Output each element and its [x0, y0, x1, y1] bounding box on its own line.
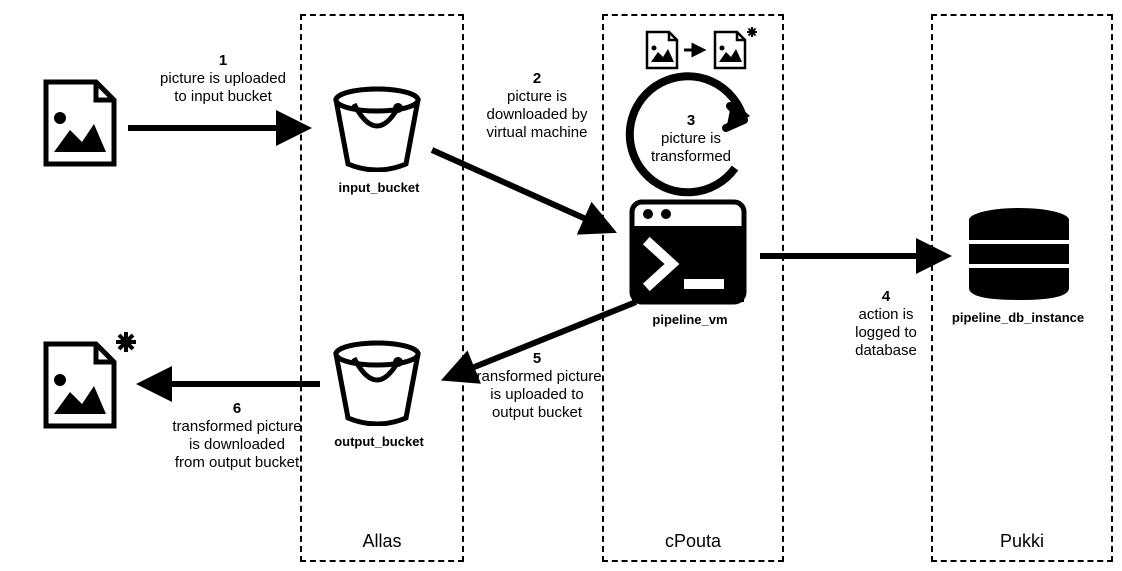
step-5-text: transformed picture is uploaded to outpu…: [472, 368, 601, 421]
bucket-icon: [328, 82, 426, 172]
database-icon: [964, 206, 1074, 304]
group-allas-label: Allas: [302, 531, 462, 552]
step-5-label: 5 transformed picture is uploaded to out…: [472, 350, 602, 422]
terminal-icon: [628, 198, 748, 306]
step-1-label: 1 picture is uploaded to input bucket: [158, 52, 288, 106]
diagram-canvas: Allas cPouta Pukki input_bucket: [0, 0, 1122, 571]
bucket-icon: [328, 336, 426, 426]
step-6-label: 6 transformed picture is downloaded from…: [172, 400, 302, 472]
step-2-num: 2: [472, 70, 602, 88]
step-1-num: 1: [158, 52, 288, 70]
group-pukki-label: Pukki: [933, 531, 1111, 552]
step-3-label: 3 picture is transformed: [636, 112, 746, 166]
step-4-text: action is logged to database: [855, 306, 917, 359]
step-3-text: picture is transformed: [651, 130, 731, 165]
step-2-text: picture is downloaded by virtual machine: [487, 88, 588, 141]
mini-image-icon: [644, 30, 680, 70]
db-instance-label: pipeline_db_instance: [928, 310, 1108, 325]
pipeline-vm-label: pipeline_vm: [622, 312, 758, 327]
step-3-num: 3: [636, 112, 746, 130]
group-cpouta-label: cPouta: [604, 531, 782, 552]
input-bucket-label: input_bucket: [320, 180, 438, 195]
image-file-star-icon: [40, 330, 140, 430]
step-4-label: 4 action is logged to database: [836, 288, 936, 360]
step-4-num: 4: [836, 288, 936, 306]
step-6-num: 6: [172, 400, 302, 418]
step-2-label: 2 picture is downloaded by virtual machi…: [472, 70, 602, 142]
step-1-text: picture is uploaded to input bucket: [160, 70, 286, 105]
output-bucket-label: output_bucket: [320, 434, 438, 449]
mini-image-star-icon: [712, 26, 760, 72]
step-6-text: transformed picture is downloaded from o…: [172, 418, 301, 471]
image-file-icon: [40, 78, 120, 168]
step-5-num: 5: [472, 350, 602, 368]
